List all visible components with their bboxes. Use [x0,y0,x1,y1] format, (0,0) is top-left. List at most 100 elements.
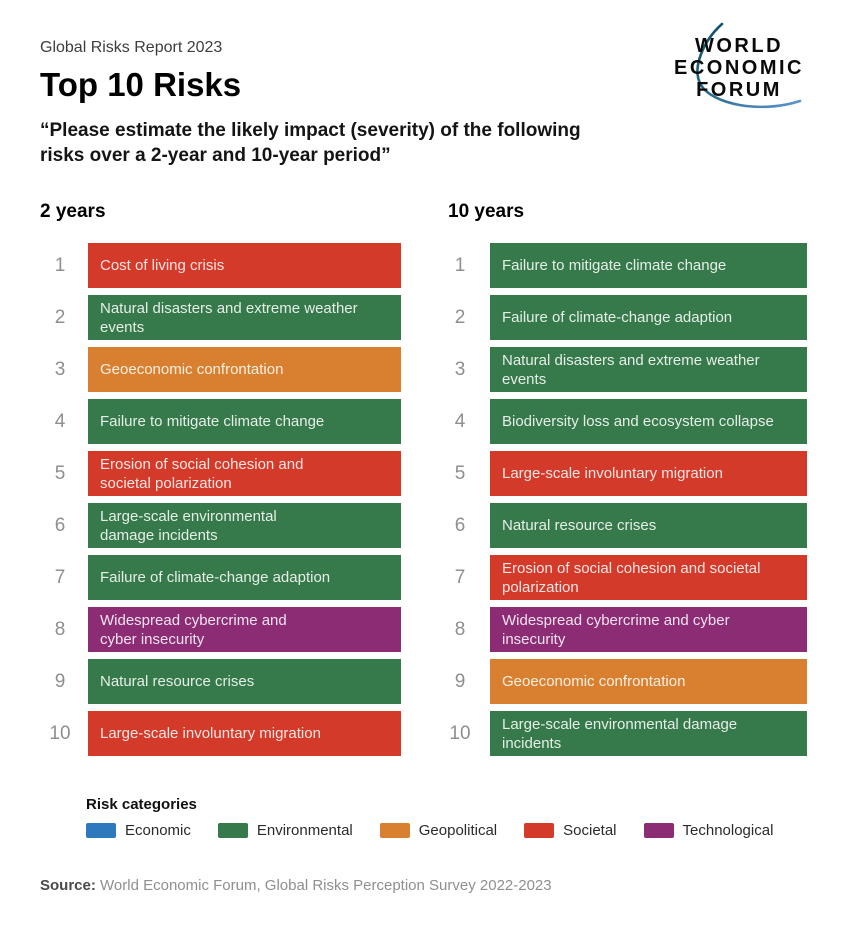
risk-row: 5 Large-scale involuntary migration [440,451,807,496]
world-economic-forum-logo: WORLD ECONOMIC FORUM [658,20,816,128]
risk-bar: Failure of climate-change adaption [88,555,401,600]
column-header-10-years: 10 years [448,201,525,222]
technological-color-swatch [643,823,674,838]
societal-color-swatch [524,823,555,838]
legend-label: Societal [563,822,617,839]
geopolitical-color-swatch [379,823,410,838]
logo-line-economic: ECONOMIC [674,57,804,79]
report-eyebrow: Global Risks Report 2023 [40,39,223,56]
risk-rank: 1 [454,254,466,276]
risk-rank: 1 [54,254,66,276]
risk-bar-label: Widespread cybercrime and cyber insecuri… [502,611,730,648]
ranking-column-2-years: 1 Cost of living crisis 2 Natural disast… [40,243,401,763]
source-line: Source: World Economic Forum, Global Ris… [40,877,552,894]
risk-bar: Natural disasters and extreme weather ev… [88,295,401,340]
risk-row: 5 Erosion of social cohesion and societa… [40,451,401,496]
wef-swoosh-arc-icon [696,22,802,109]
risk-bar-label: Widespread cybercrime and cyber insecuri… [100,611,287,648]
legend-label: Economic [125,822,191,839]
risk-row: 8 Widespread cybercrime and cyber insecu… [40,607,401,652]
risk-row: 7 Erosion of social cohesion and societa… [440,555,807,600]
risk-row: 3 Natural disasters and extreme weather … [440,347,807,392]
risk-row: 8 Widespread cybercrime and cyber insecu… [440,607,807,652]
source-text: World Economic Forum, Global Risks Perce… [100,877,552,894]
risk-rank: 2 [54,306,66,328]
legend-title: Risk categories [86,796,197,813]
risk-rank: 3 [454,358,466,380]
risk-bar: Biodiversity loss and ecosystem collapse [490,399,807,444]
risk-bar: Geoeconomic confrontation [88,347,401,392]
risk-row: 9 Geoeconomic confrontation [440,659,807,704]
risk-row: 3 Geoeconomic confrontation [40,347,401,392]
risk-rank: 7 [454,566,466,588]
economic-color-swatch [86,823,116,838]
risk-bar-label: Large-scale involuntary migration [502,465,723,482]
page-title: Top 10 Risks [40,66,242,103]
logo-line-forum: FORUM [696,79,782,101]
risk-row: 1 Failure to mitigate climate change [440,243,807,288]
risk-bar: Geoeconomic confrontation [490,659,807,704]
risk-bar: Cost of living crisis [88,243,401,288]
logo-wordmark: WORLD ECONOMIC FORUM [670,35,808,101]
risk-row: 10 Large-scale involuntary migration [40,711,401,756]
risk-bar-label: Biodiversity loss and ecosystem collapse [502,413,774,430]
risk-row: 7 Failure of climate-change adaption [40,555,401,600]
risk-rank: 4 [454,410,466,432]
risk-bar-label: Geoeconomic confrontation [100,361,284,378]
legend-label: Environmental [256,822,353,839]
risk-rank: 5 [54,462,66,484]
legend-item-geopolitical: Geopolitical [379,822,498,839]
risk-bar-label: Large-scale environmental damage inciden… [100,507,277,544]
risk-rank: 4 [54,410,66,432]
risk-rank: 10 [449,722,471,744]
legend-item-societal: Societal [524,822,617,839]
risk-bar: Widespread cybercrime and cyber insecuri… [490,607,807,652]
legend-label: Technological [682,822,774,839]
risk-bar-label: Natural disasters and extreme weather ev… [100,299,358,336]
risk-bar: Large-scale involuntary migration [490,451,807,496]
risk-rank: 10 [49,722,71,744]
risk-rank: 6 [54,514,66,536]
risk-bar-label: Failure to mitigate climate change [502,257,727,274]
risk-bar: Large-scale environmental damage inciden… [88,503,401,548]
source-label: Source: [40,877,96,894]
risk-row: 2 Natural disasters and extreme weather … [40,295,401,340]
risk-bar-label: Cost of living crisis [100,257,225,274]
survey-question-subtitle: “Please estimate the likely impact (seve… [40,120,581,166]
risk-row: 2 Failure of climate-change adaption [440,295,807,340]
column-header-2-years: 2 years [40,201,106,222]
risk-rank: 5 [454,462,466,484]
risk-rank: 9 [454,670,466,692]
risk-bar-label: Geoeconomic confrontation [502,673,686,690]
environmental-color-swatch [217,823,248,838]
risk-bar-label: Natural resource crises [100,673,255,690]
risk-bar: Failure of climate-change adaption [490,295,807,340]
risk-bar-label: Natural disasters and extreme weather ev… [502,351,760,388]
risk-bar-label: Natural resource crises [502,517,657,534]
risk-row: 4 Biodiversity loss and ecosystem collap… [440,399,807,444]
risk-row: 6 Natural resource crises [440,503,807,548]
legend-label: Geopolitical [418,822,498,839]
risk-bar: Widespread cybercrime and cyber insecuri… [88,607,401,652]
risk-bar: Natural disasters and extreme weather ev… [490,347,807,392]
logo-line-world: WORLD [694,35,784,57]
risk-rank: 3 [54,358,66,380]
legend-item-technological: Technological [643,822,774,839]
risk-bar: Erosion of social cohesion and societal … [490,555,807,600]
risk-bar: Natural resource crises [490,503,807,548]
risk-bar-label: Large-scale involuntary migration [100,725,321,742]
risk-rank: 7 [54,566,66,588]
risk-category-legend: Economic Environmental Geopolitical Soci… [86,822,773,839]
ranking-column-10-years: 1 Failure to mitigate climate change 2 F… [440,243,807,763]
risk-bar-label: Large-scale environmental damage inciden… [502,715,738,752]
risk-rank: 8 [454,618,466,640]
risk-bar-label: Erosion of social cohesion and societal … [100,455,304,492]
risk-bar-label: Failure to mitigate climate change [100,413,325,430]
risk-row: 9 Natural resource crises [40,659,401,704]
risk-row: 1 Cost of living crisis [40,243,401,288]
risk-rank: 2 [454,306,466,328]
risk-rank: 6 [454,514,466,536]
risk-bar: Large-scale involuntary migration [88,711,401,756]
legend-item-environmental: Environmental [217,822,353,839]
risk-bar-label: Failure of climate-change adaption [502,309,733,326]
